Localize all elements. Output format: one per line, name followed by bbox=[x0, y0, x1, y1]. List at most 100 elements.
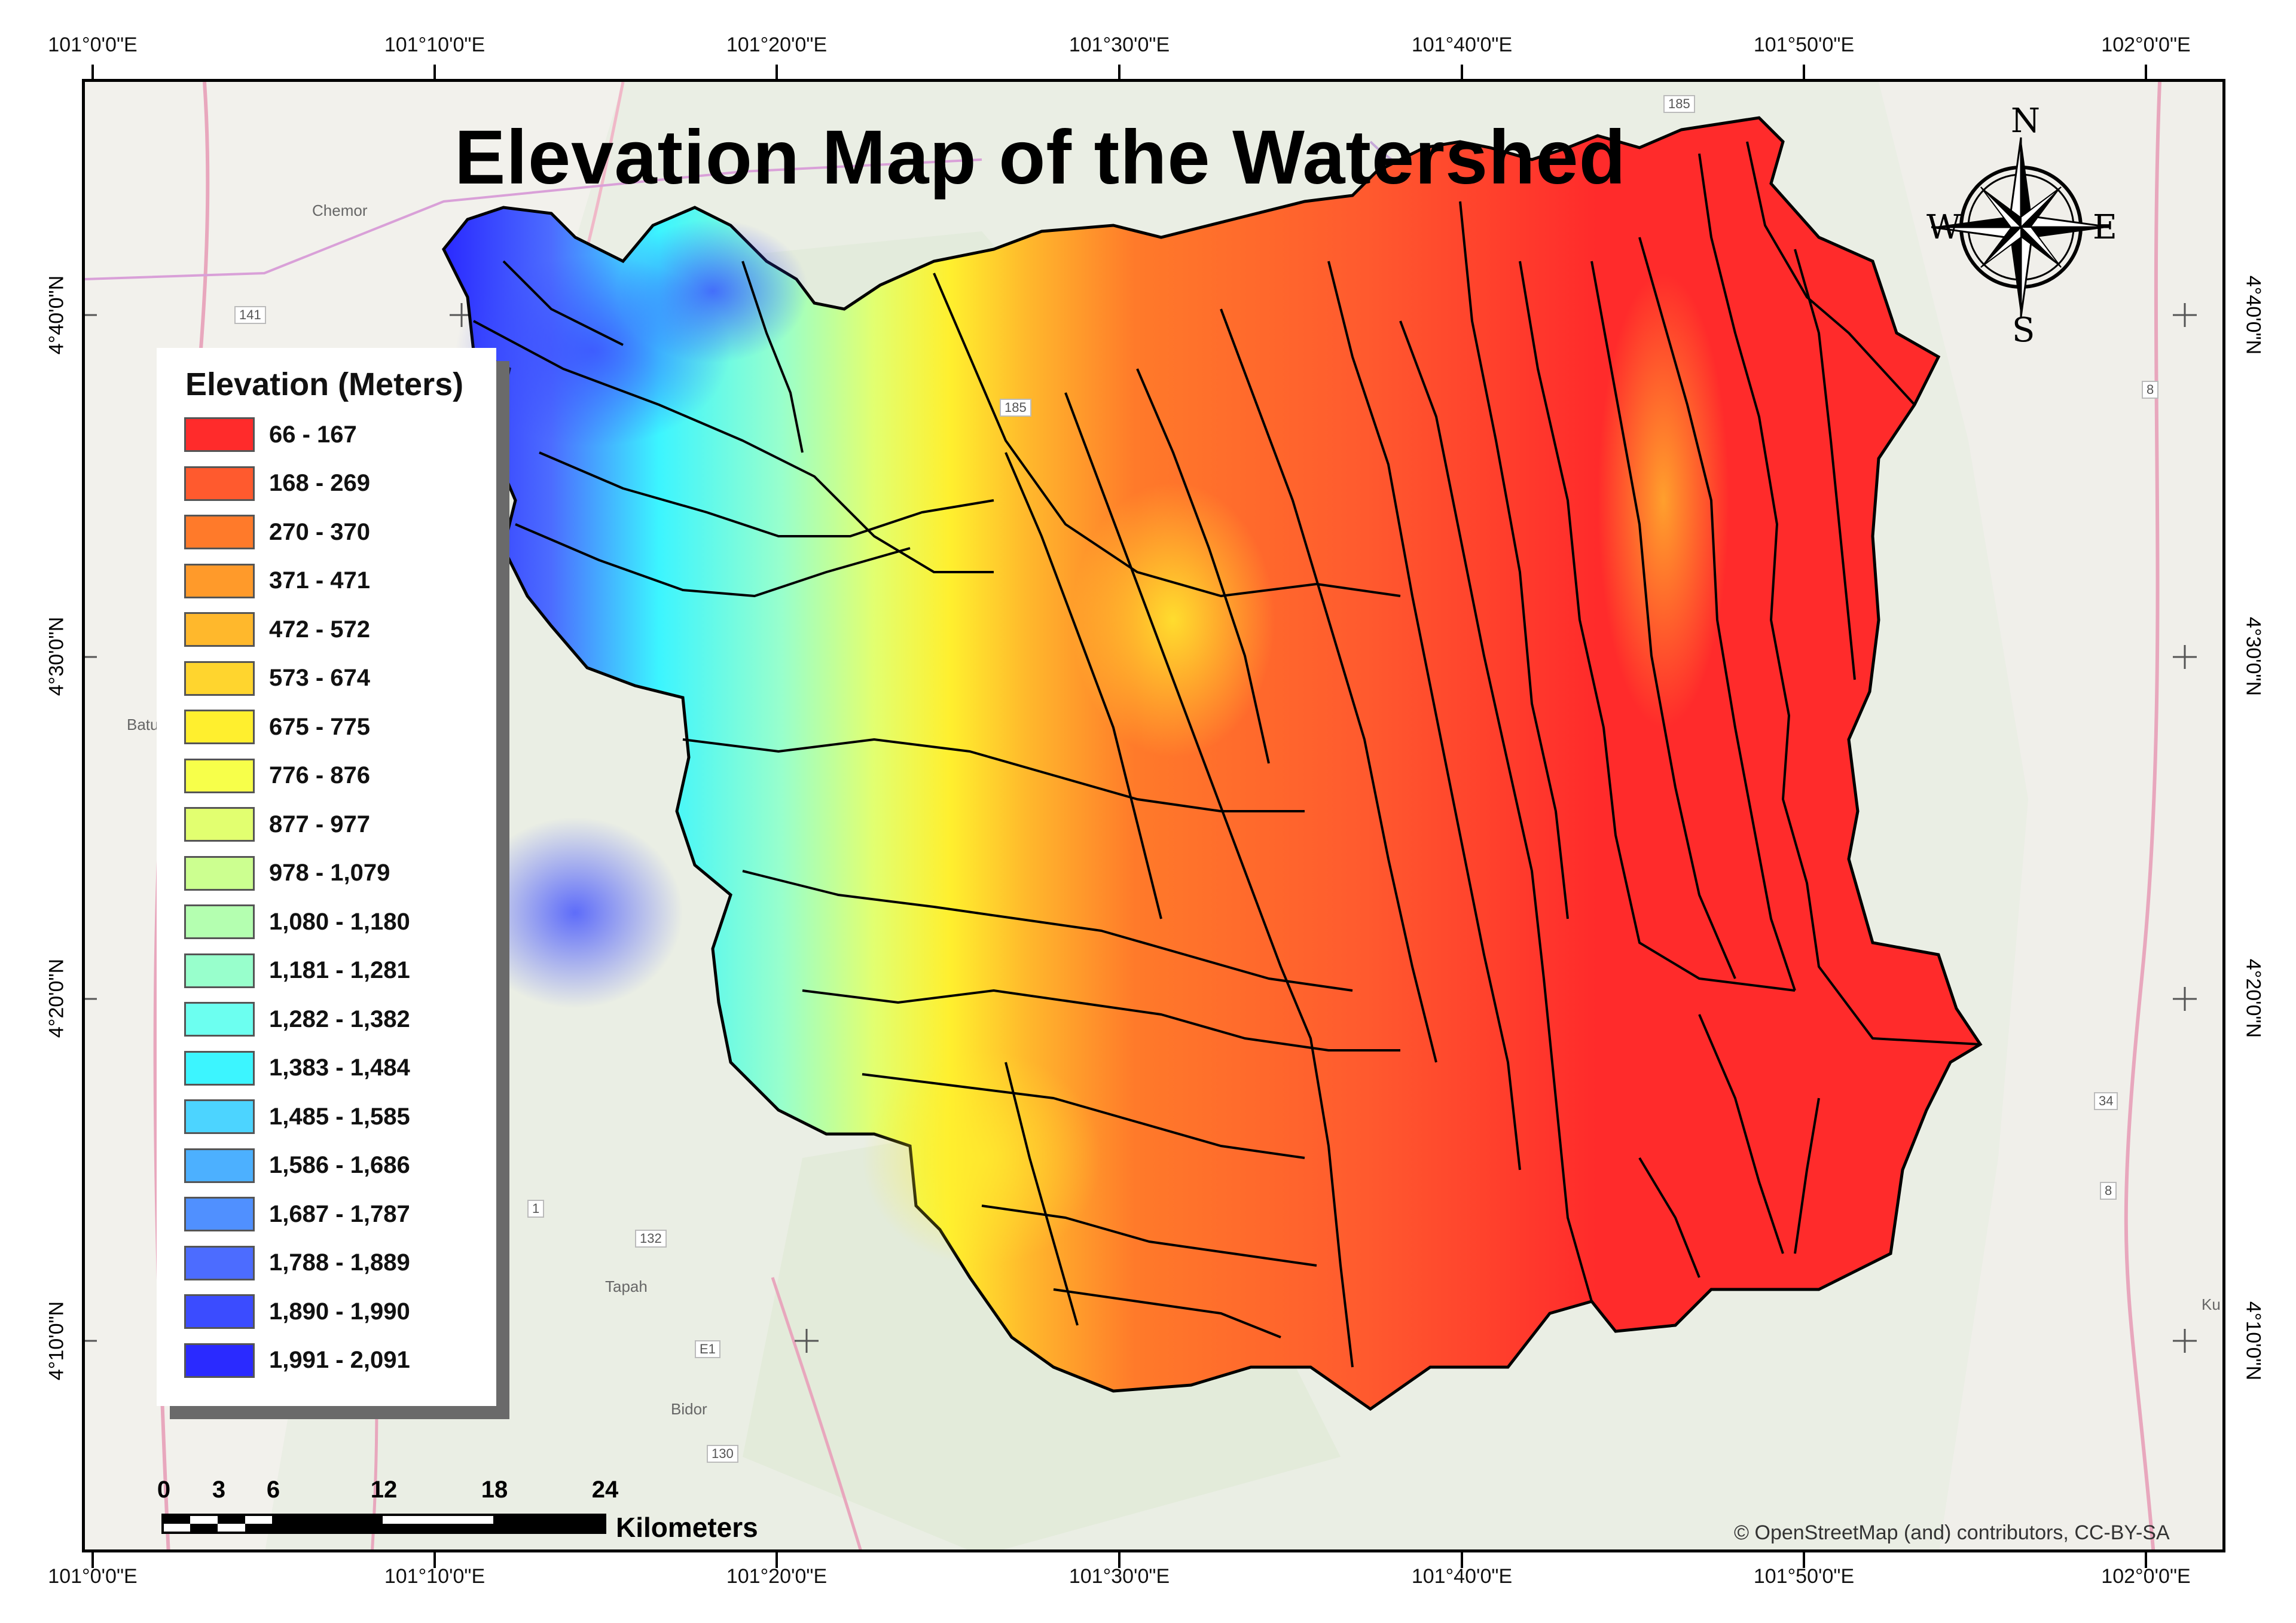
legend-item: 371 - 471 bbox=[184, 563, 370, 599]
legend-swatch bbox=[184, 563, 255, 598]
legend-item: 1,181 - 1,281 bbox=[184, 953, 410, 989]
watershed-elevation bbox=[442, 116, 1983, 1411]
legend-label: 1,485 - 1,585 bbox=[269, 1103, 410, 1130]
north-arrow: N S W E bbox=[1926, 102, 2117, 350]
legend-swatch bbox=[184, 710, 255, 744]
legend-item: 1,282 - 1,382 bbox=[184, 1001, 410, 1037]
legend-swatch bbox=[184, 1294, 255, 1329]
legend-label: 1,586 - 1,686 bbox=[269, 1152, 410, 1178]
scale-bar-graphic bbox=[161, 1514, 606, 1534]
legend-item: 978 - 1,079 bbox=[184, 855, 390, 891]
legend-swatch bbox=[184, 1002, 255, 1037]
tick-mark bbox=[1118, 1552, 1120, 1568]
tick-mark bbox=[91, 65, 94, 80]
legend-label: 1,687 - 1,787 bbox=[269, 1200, 410, 1227]
lon-label-bottom: 101°20'0"E bbox=[726, 1565, 828, 1588]
legend-swatch bbox=[184, 466, 255, 501]
legend-swatch bbox=[184, 515, 255, 549]
lon-label-top: 102°0'0"E bbox=[2101, 33, 2191, 56]
legend-label: 1,991 - 2,091 bbox=[269, 1347, 410, 1373]
legend: Elevation (Meters) 66 - 167 168 - 269 270 … bbox=[157, 348, 496, 1406]
legend-swatch bbox=[184, 1197, 255, 1231]
tick-mark bbox=[1461, 65, 1463, 80]
legend-item: 776 - 876 bbox=[184, 758, 370, 794]
legend-label: 472 - 572 bbox=[269, 616, 371, 643]
tick-mark bbox=[775, 1552, 778, 1568]
legend-swatch bbox=[184, 758, 255, 793]
lon-label-bottom: 101°0'0"E bbox=[48, 1565, 138, 1588]
lat-label-right: 4°20'0"N bbox=[2242, 958, 2265, 1038]
legend-item: 573 - 674 bbox=[184, 661, 370, 696]
legend-item: 877 - 977 bbox=[184, 806, 370, 842]
legend-item: 1,080 - 1,180 bbox=[184, 904, 410, 940]
legend-item: 1,687 - 1,787 bbox=[184, 1196, 410, 1232]
legend-label: 371 - 471 bbox=[269, 567, 371, 594]
tick-mark bbox=[1803, 1552, 1805, 1568]
legend-swatch bbox=[184, 1050, 255, 1086]
tick-mark bbox=[1803, 65, 1805, 80]
legend-label: 1,890 - 1,990 bbox=[269, 1298, 410, 1325]
legend-swatch bbox=[184, 1343, 255, 1378]
scale-tick: 0 bbox=[157, 1477, 171, 1503]
scale-tick: 18 bbox=[481, 1477, 508, 1503]
legend-swatch bbox=[184, 1148, 255, 1183]
legend-swatch bbox=[184, 417, 255, 452]
road-shield: 141 bbox=[234, 306, 266, 324]
legend-item: 1,485 - 1,585 bbox=[184, 1099, 410, 1135]
scale-tick: 3 bbox=[212, 1477, 226, 1503]
legend-swatch bbox=[184, 661, 255, 696]
lat-label-left: 4°30'0"N bbox=[45, 616, 68, 696]
lon-label-bottom: 101°30'0"E bbox=[1068, 1565, 1170, 1588]
lon-label-top: 101°30'0"E bbox=[1068, 33, 1170, 56]
road-shield: 130 bbox=[707, 1445, 738, 1463]
scale-tick: 12 bbox=[370, 1477, 398, 1503]
scale-tick: 6 bbox=[266, 1477, 280, 1503]
tick-mark bbox=[2145, 65, 2147, 80]
place-label-tapah: Tapah bbox=[605, 1277, 648, 1295]
lon-label-top: 101°50'0"E bbox=[1753, 33, 1855, 56]
legend-swatch bbox=[184, 612, 255, 647]
legend-swatch bbox=[184, 904, 255, 939]
legend-item: 1,991 - 2,091 bbox=[184, 1343, 410, 1379]
scale-tick: 24 bbox=[591, 1477, 619, 1503]
legend-label: 1,282 - 1,382 bbox=[269, 1005, 410, 1032]
legend-label: 776 - 876 bbox=[269, 762, 371, 788]
legend-item: 1,383 - 1,484 bbox=[184, 1050, 410, 1086]
lat-label-left: 4°10'0"N bbox=[45, 1301, 68, 1381]
tick-mark bbox=[433, 65, 436, 80]
place-label-ku: Ku bbox=[2202, 1295, 2221, 1313]
lon-label-top: 101°40'0"E bbox=[1411, 33, 1513, 56]
legend-item: 66 - 167 bbox=[184, 417, 357, 453]
legend-swatch bbox=[184, 807, 255, 842]
place-label-bidor: Bidor bbox=[671, 1400, 707, 1418]
legend-label: 270 - 370 bbox=[269, 518, 371, 545]
road-shield: 185 bbox=[1663, 95, 1695, 113]
legend-label: 66 - 167 bbox=[269, 421, 357, 448]
lon-label-bottom: 101°50'0"E bbox=[1753, 1565, 1855, 1588]
legend-label: 1,788 - 1,889 bbox=[269, 1249, 410, 1276]
compass-n: N bbox=[2011, 102, 2040, 140]
legend-swatch bbox=[184, 1245, 255, 1280]
compass-e: E bbox=[2093, 208, 2117, 247]
legend-item: 1,890 - 1,990 bbox=[184, 1294, 410, 1329]
legend-label: 675 - 775 bbox=[269, 713, 371, 740]
compass-rose-icon bbox=[1931, 137, 2111, 317]
tick-mark bbox=[433, 1552, 436, 1568]
legend-label: 1,383 - 1,484 bbox=[269, 1055, 410, 1081]
tick-mark bbox=[91, 1552, 94, 1568]
legend-label: 573 - 674 bbox=[269, 665, 371, 691]
legend-item: 1,586 - 1,686 bbox=[184, 1148, 410, 1184]
road-shield: E1 bbox=[695, 1340, 720, 1358]
lat-label-left: 4°40'0"N bbox=[45, 275, 68, 355]
road-shield: 8 bbox=[2142, 381, 2159, 399]
stream-network bbox=[473, 141, 1981, 1368]
compass-w: W bbox=[1926, 208, 1961, 247]
road-shield: 132 bbox=[635, 1230, 667, 1248]
lon-label-top: 101°10'0"E bbox=[384, 33, 486, 56]
legend-label: 168 - 269 bbox=[269, 470, 371, 496]
legend-label: 1,181 - 1,281 bbox=[269, 957, 410, 983]
watershed-polygon bbox=[442, 116, 1983, 1411]
map-title: Elevation Map of the Watershed bbox=[454, 115, 1626, 200]
lon-label-top: 101°0'0"E bbox=[48, 33, 138, 56]
attribution: © OpenStreetMap (and) contributors, CC-B… bbox=[1734, 1521, 2170, 1544]
